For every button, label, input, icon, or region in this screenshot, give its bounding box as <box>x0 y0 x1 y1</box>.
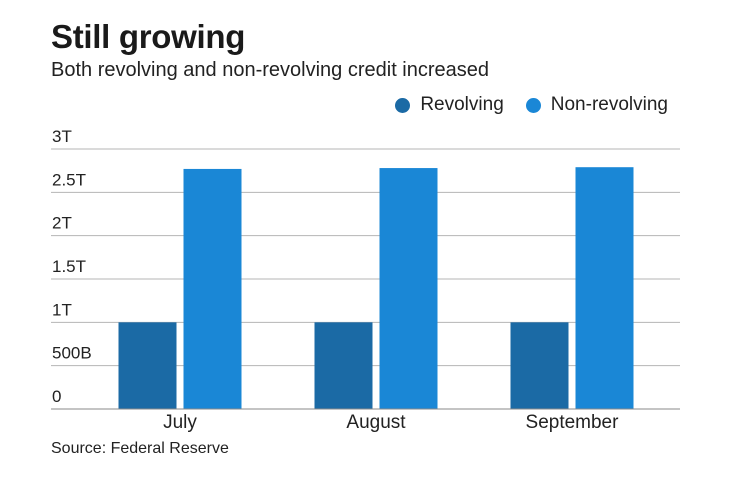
legend-swatch-revolving <box>395 97 411 113</box>
y-tick-label: 1.5T <box>52 257 86 276</box>
chart-subtitle: Both revolving and non-revolving credit … <box>51 59 490 81</box>
bar-revolving-august <box>314 322 373 409</box>
legend-swatch-non-revolving <box>525 97 541 113</box>
source-note: Source: Federal Reserve <box>51 440 229 457</box>
y-tick-label: 0 <box>52 387 61 406</box>
legend-label-non-revolving: Non-revolving <box>550 94 668 115</box>
chart-title: Still growing <box>51 18 246 55</box>
x-tick-label: July <box>163 412 197 433</box>
bar-revolving-july <box>118 322 177 409</box>
y-tick-label: 2.5T <box>52 170 86 189</box>
legend-item-non-revolving: Non-revolving <box>525 94 668 116</box>
x-tick-label: August <box>346 412 406 433</box>
x-tick-label: September <box>526 412 620 433</box>
bar-revolving-september <box>510 322 569 409</box>
legend-item-revolving: Revolving <box>395 94 504 116</box>
legend-label-revolving: Revolving <box>420 94 504 115</box>
legend: Revolving Non-revolving <box>373 94 668 116</box>
y-tick-label: 500B <box>52 344 92 363</box>
y-tick-label: 1T <box>52 300 72 319</box>
bar-non-revolving-july <box>183 168 242 409</box>
bar-non-revolving-august <box>379 168 438 409</box>
y-tick-label: 3T <box>52 127 72 146</box>
bar-non-revolving-september <box>575 167 634 409</box>
y-tick-label: 2T <box>52 214 72 233</box>
